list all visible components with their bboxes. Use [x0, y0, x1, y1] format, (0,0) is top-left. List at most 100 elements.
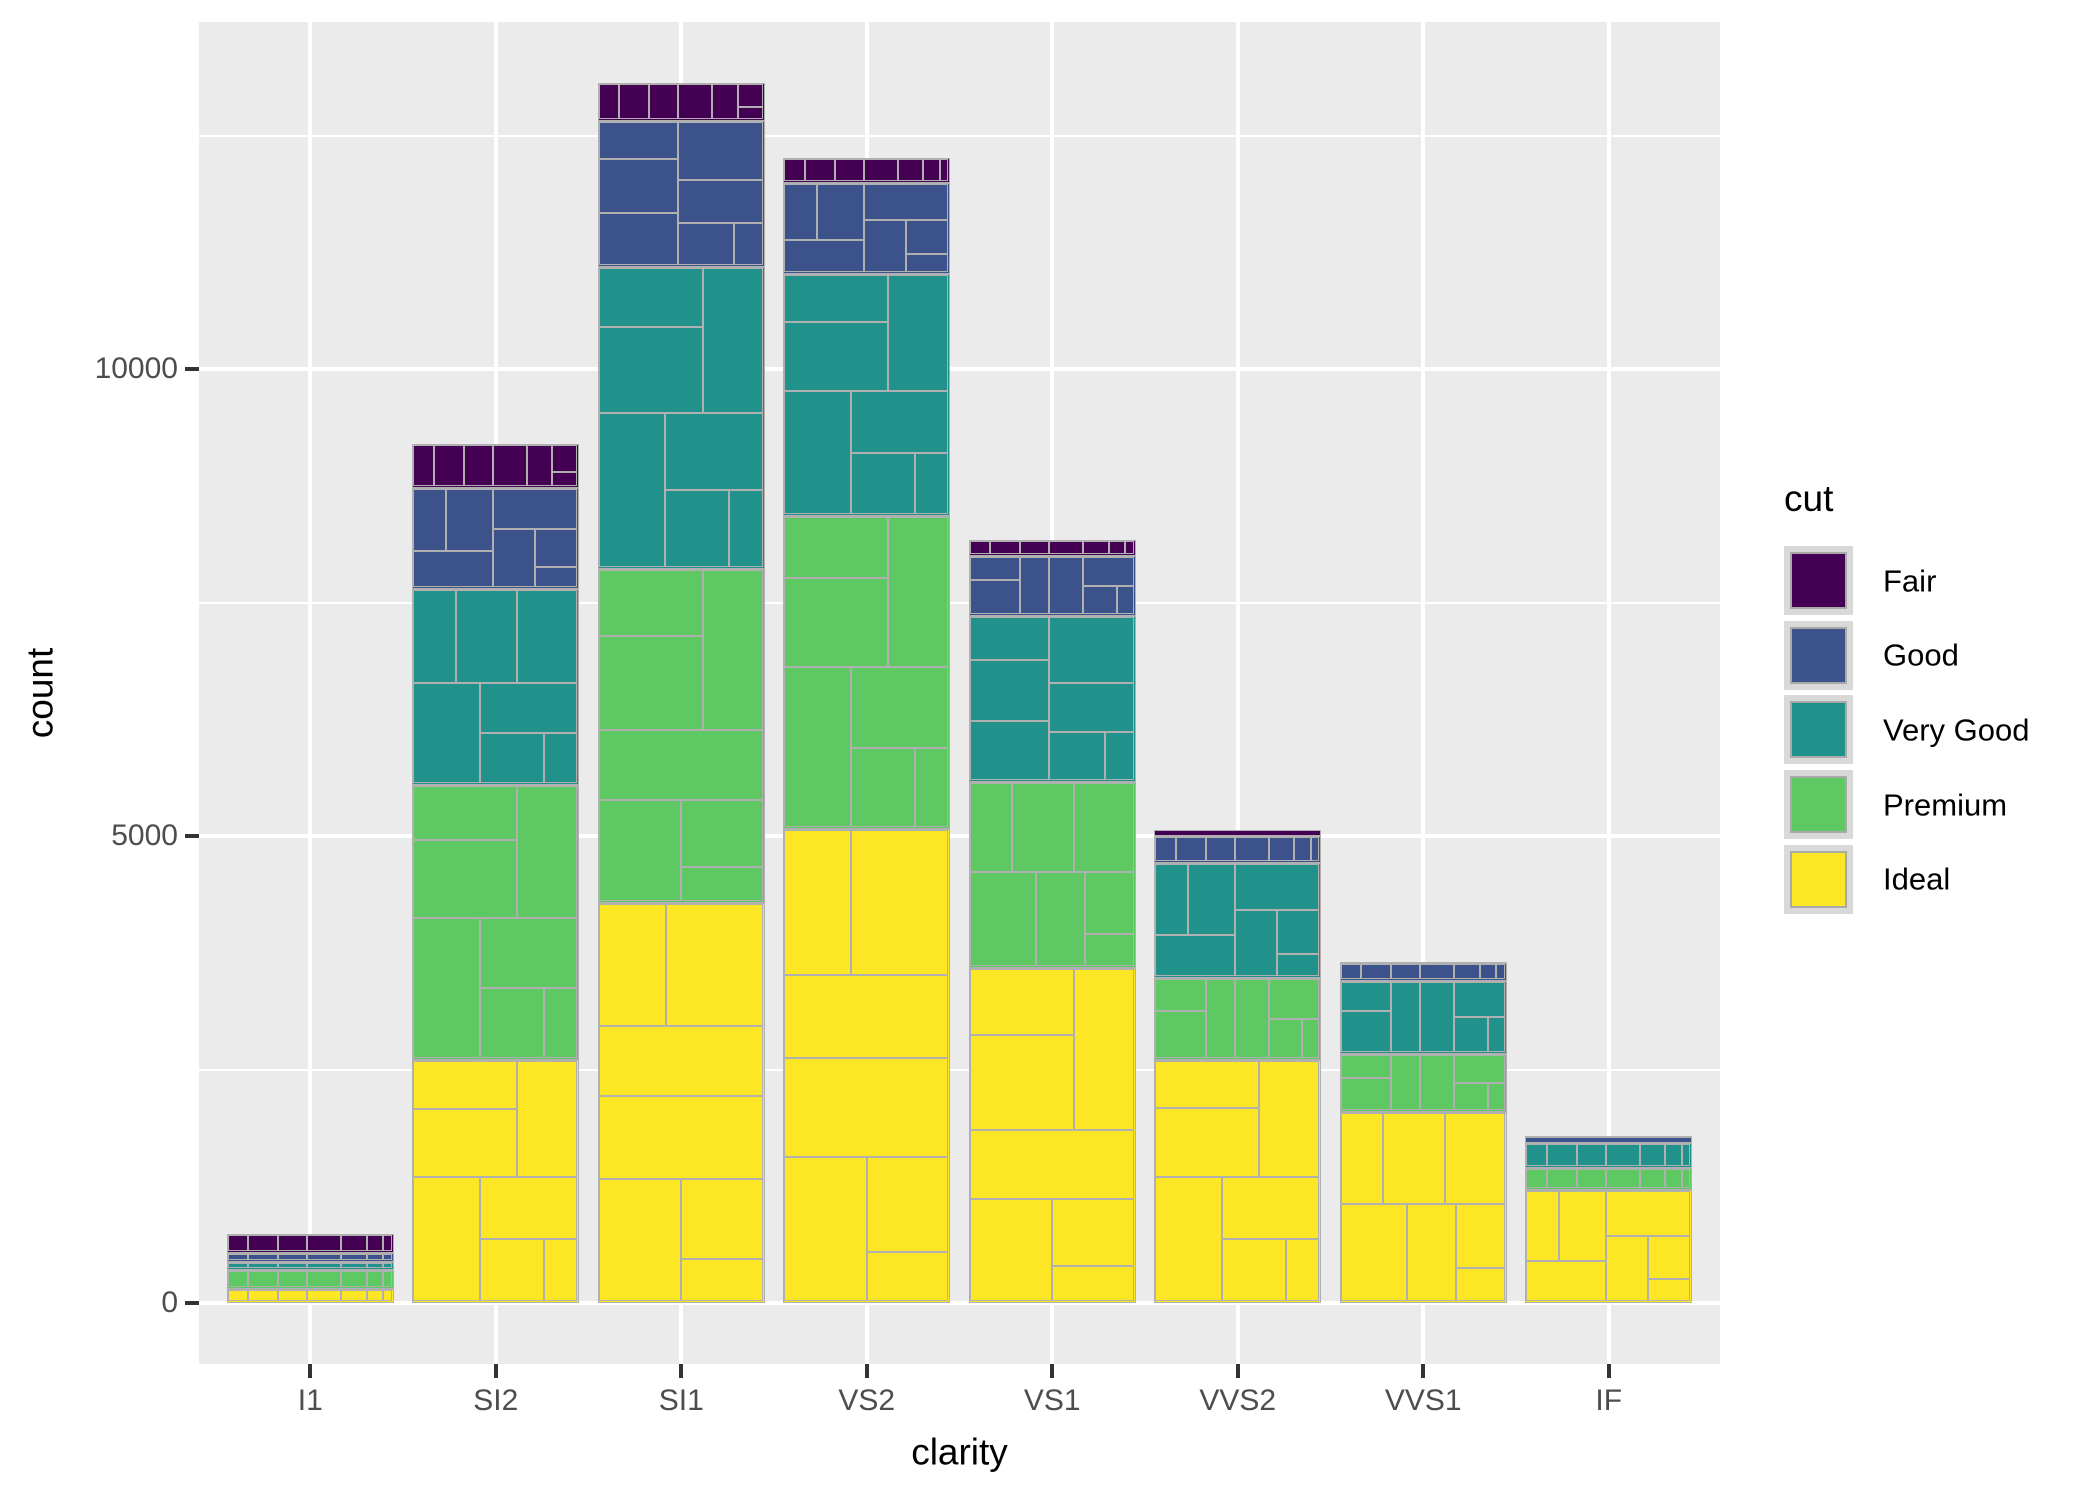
- treemap-cell: [1420, 981, 1455, 1053]
- bar-segment: [1339, 1054, 1507, 1112]
- y-tick-label: 0: [161, 1286, 178, 1320]
- treemap-cell: [1496, 964, 1505, 979]
- treemap-cell: [1605, 1235, 1649, 1301]
- treemap-cell: [1454, 981, 1505, 1018]
- treemap-cell: [341, 1271, 367, 1288]
- treemap-cell: [1340, 964, 1362, 979]
- treemap-cell: [888, 275, 949, 391]
- bar-segment: [412, 588, 580, 786]
- treemap-cell: [413, 1177, 480, 1301]
- treemap-cell: [804, 159, 835, 181]
- treemap-cell: [1073, 968, 1134, 1130]
- treemap-cell: [445, 488, 493, 552]
- treemap-cell: [278, 1254, 308, 1261]
- treemap-cell: [1310, 837, 1320, 862]
- bar-segment: [597, 266, 765, 570]
- bar-segment: [1154, 836, 1322, 864]
- treemap-cell: [1036, 871, 1086, 966]
- treemap-cell: [1085, 933, 1134, 966]
- treemap-cell: [1454, 1082, 1488, 1110]
- treemap-cell: [413, 917, 480, 1059]
- legend-swatch: [1790, 701, 1847, 759]
- x-tick: [1050, 1364, 1055, 1378]
- treemap-cell: [413, 1061, 518, 1109]
- treemap-cell: [678, 83, 713, 120]
- gridline-major-x: [1606, 22, 1611, 1364]
- treemap-cell: [413, 488, 446, 552]
- treemap-cell: [1155, 1177, 1222, 1301]
- gridline-minor-y: [199, 134, 1720, 137]
- treemap-cell: [248, 1234, 279, 1252]
- treemap-cell: [969, 1129, 1134, 1200]
- treemap-cell: [816, 183, 864, 240]
- treemap-cell: [552, 472, 578, 486]
- treemap-cell: [1234, 837, 1269, 862]
- treemap-cell: [227, 1254, 249, 1261]
- treemap-cell: [341, 1263, 367, 1269]
- treemap-cell: [543, 1239, 578, 1301]
- bar-segment: [968, 967, 1136, 1303]
- bar-segment: [226, 1289, 394, 1303]
- treemap-cell: [366, 1271, 384, 1288]
- treemap-cell: [1083, 585, 1117, 615]
- treemap-cell: [227, 1271, 249, 1288]
- treemap-cell: [1444, 1112, 1505, 1204]
- treemap-cell: [712, 83, 738, 120]
- treemap-cell: [863, 219, 907, 273]
- bar-segment: [1339, 961, 1507, 964]
- treemap-cell: [598, 904, 666, 1027]
- treemap-cell: [492, 445, 527, 486]
- treemap-cell: [681, 1259, 763, 1301]
- treemap-cell: [1526, 1260, 1606, 1301]
- treemap-cell: [598, 212, 679, 265]
- treemap-cell: [413, 445, 434, 486]
- treemap-cell: [1454, 1055, 1505, 1083]
- treemap-cell: [784, 1156, 867, 1301]
- treemap-cell: [366, 1290, 384, 1301]
- bar-segment: [968, 539, 1136, 556]
- treemap-cell: [1648, 1235, 1691, 1279]
- treemap-cell: [1175, 837, 1206, 862]
- treemap-cell: [1361, 964, 1392, 979]
- treemap-cell: [433, 445, 464, 486]
- treemap-cell: [969, 617, 1050, 660]
- gridline-major-x: [1421, 22, 1426, 1364]
- treemap-cell: [598, 122, 679, 160]
- treemap-cell: [969, 540, 991, 554]
- treemap-cell: [850, 452, 915, 514]
- treemap-cell: [665, 412, 763, 491]
- treemap-cell: [1125, 540, 1134, 554]
- bar-segment: [1339, 980, 1507, 1055]
- x-tick-label: I1: [297, 1384, 323, 1417]
- gridline-major-y: [199, 834, 1720, 839]
- bar-segment: [1154, 863, 1322, 979]
- treemap-cell: [1049, 556, 1084, 615]
- x-tick: [308, 1364, 313, 1378]
- treemap-cell: [598, 799, 682, 902]
- treemap-cell: [1104, 731, 1134, 781]
- treemap-cell: [1454, 964, 1480, 979]
- treemap-cell: [1052, 1266, 1134, 1301]
- treemap-cell: [1391, 964, 1421, 979]
- bar-segment: [1525, 1135, 1693, 1138]
- x-tick: [864, 1364, 869, 1378]
- legend-label: Good: [1883, 637, 1959, 673]
- treemap-cell: [1648, 1278, 1691, 1301]
- bar-segment: [968, 616, 1136, 783]
- gridline-major-y: [199, 367, 1720, 372]
- treemap-cell: [1259, 1060, 1320, 1177]
- treemap-cell: [969, 580, 1021, 615]
- treemap-cell: [1085, 871, 1134, 934]
- treemap-cell: [1155, 1108, 1260, 1177]
- bar-segment: [226, 1233, 394, 1254]
- treemap-cell: [990, 540, 1021, 554]
- treemap-cell: [1020, 556, 1050, 615]
- treemap-cell: [1052, 1199, 1134, 1267]
- treemap-cell: [598, 83, 620, 120]
- treemap-cell: [850, 747, 915, 828]
- treemap-cell: [914, 452, 949, 514]
- treemap-cell: [1268, 837, 1295, 862]
- legend-key: [1784, 695, 1853, 765]
- treemap-cell: [1681, 1144, 1691, 1167]
